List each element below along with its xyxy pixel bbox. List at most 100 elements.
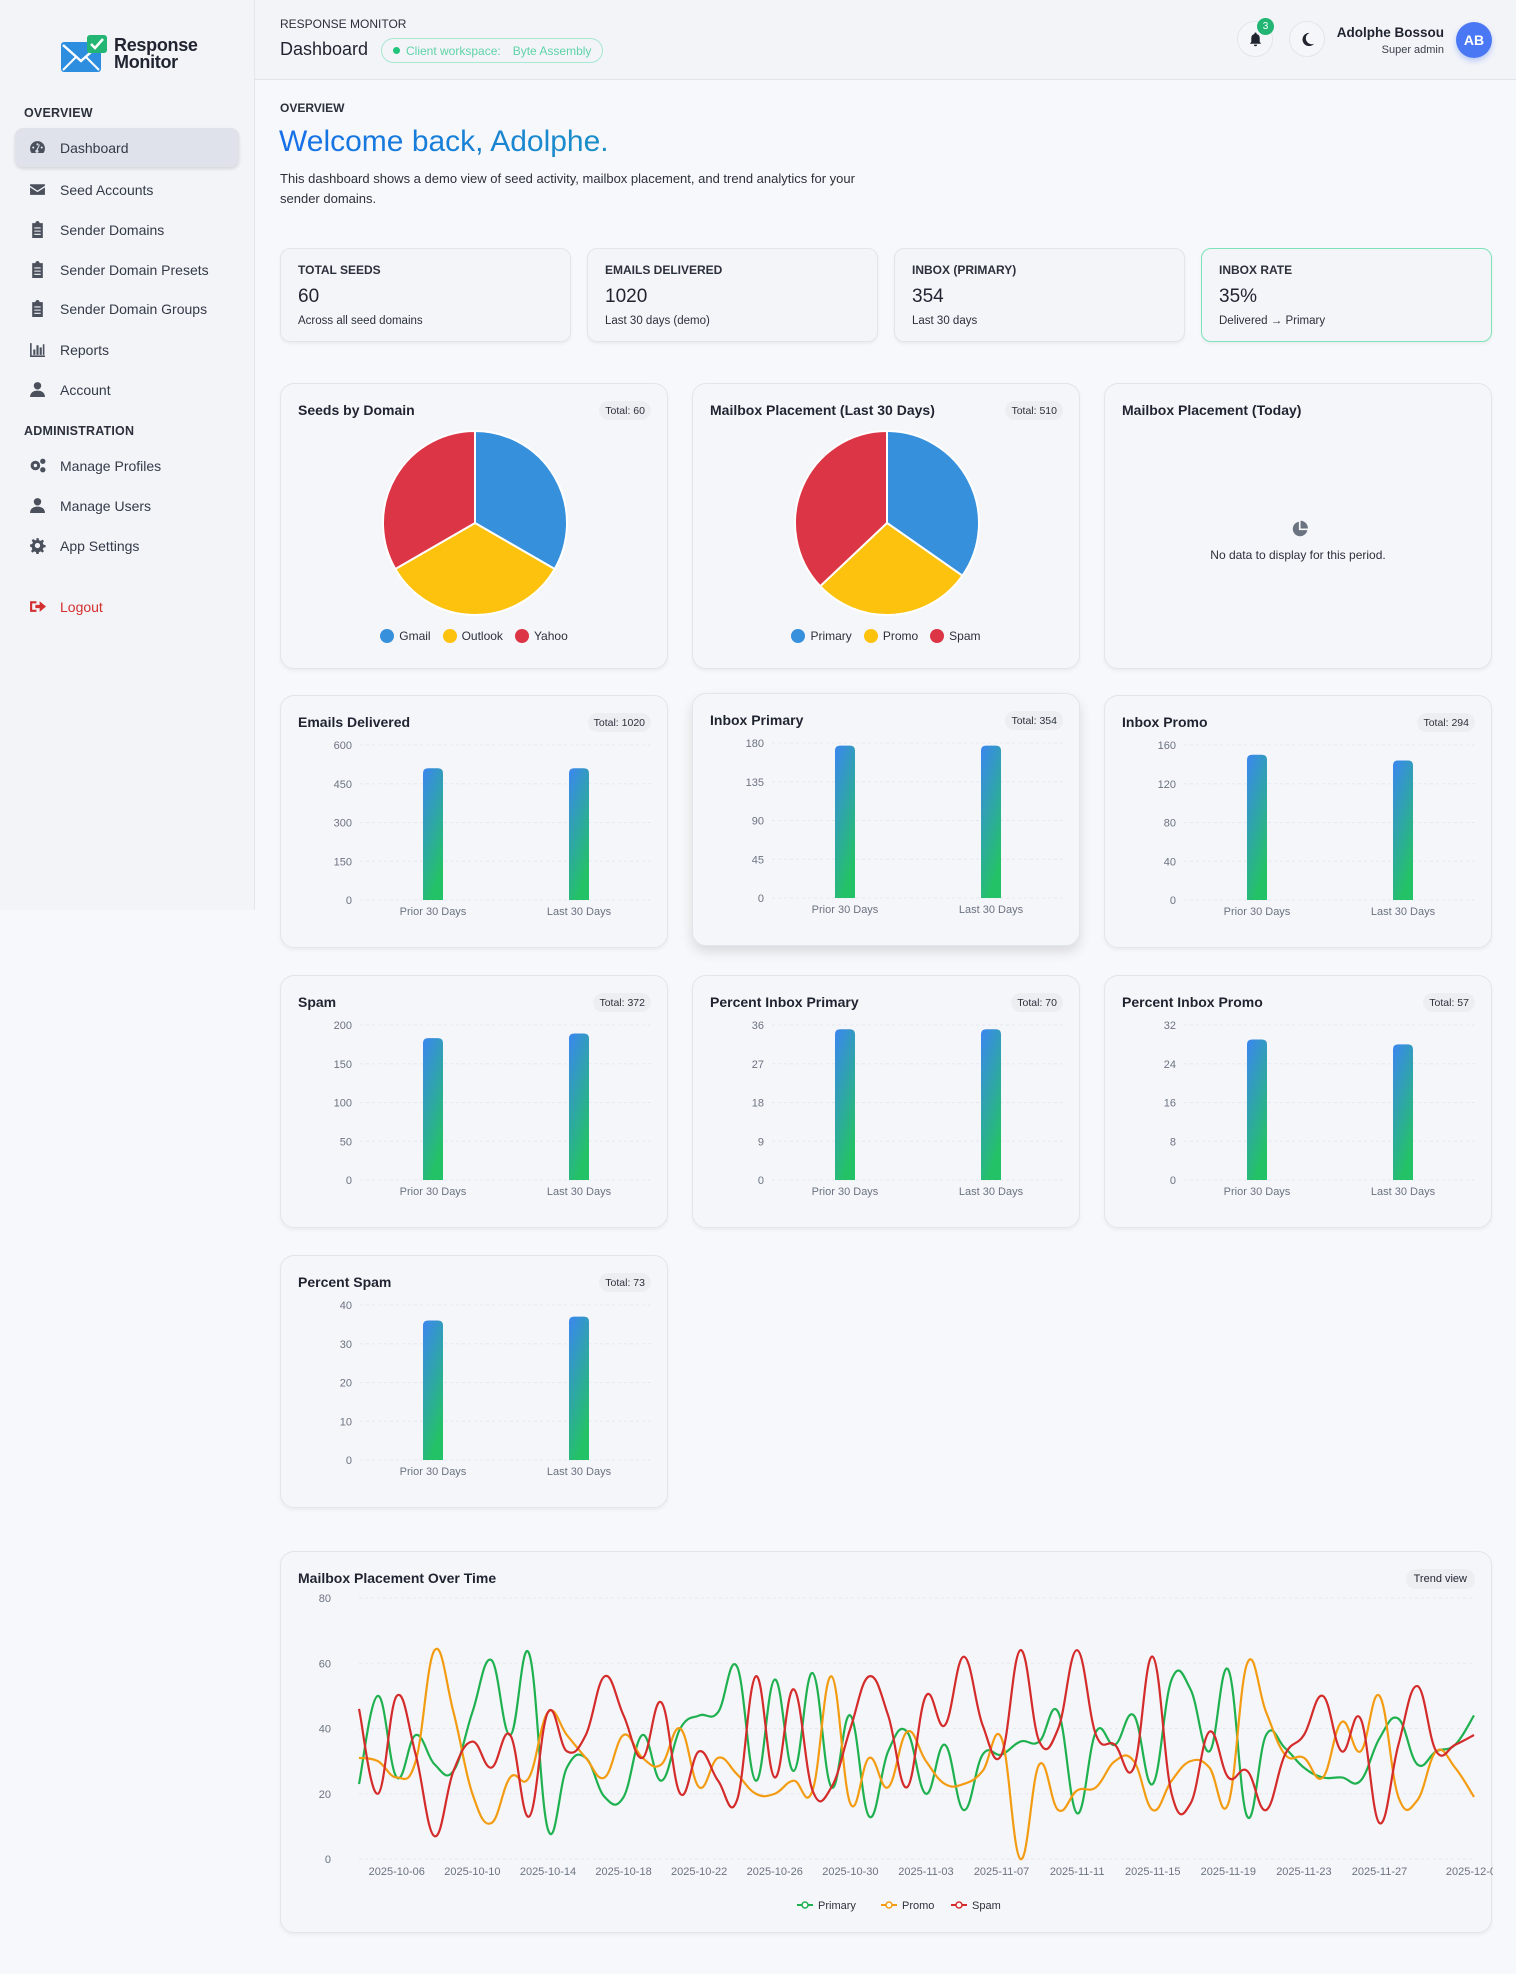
card-title: Inbox Promo: [1122, 714, 1208, 730]
bar-chart: 0 9 18 27 36 Prior 30 Days Last 30 Days: [752, 1020, 1064, 1198]
y-tick-label: 0: [346, 1455, 352, 1467]
legend-swatch: [442, 629, 457, 643]
y-tick-label: 120: [1158, 779, 1176, 791]
bar-last-30-days: [1393, 760, 1413, 900]
legend-label: Outlook: [461, 629, 503, 643]
chart-card-percent-spam: Percent Spam Total: 73 0 10 20 30 40 Prior 30 D…: [280, 1255, 668, 1508]
sidebar-item-app-settings[interactable]: App Settings: [15, 526, 239, 565]
x-tick-label: Prior 30 Days: [1224, 1186, 1291, 1198]
notifications-button[interactable]: 3: [1237, 18, 1274, 57]
stat-card-emails-delivered: EMAILS DELIVERED 1020 Last 30 days (demo…: [587, 248, 878, 342]
bar-prior-30-days: [423, 1038, 443, 1180]
user-icon: [30, 498, 45, 513]
legend-swatch: [380, 629, 395, 643]
logo[interactable]: Response Monitor: [60, 34, 198, 74]
sidebar-item-sender-domain-groups[interactable]: Sender Domain Groups: [15, 289, 239, 328]
sidebar-item-reports[interactable]: Reports: [15, 330, 239, 369]
stat-subtext: Delivered → Primary: [1219, 315, 1326, 327]
stat-card-inbox-primary: INBOX (PRIMARY) 354 Last 30 days: [894, 248, 1185, 342]
y-tick-label: 135: [746, 777, 764, 789]
x-tick-label: 2025-11-15: [1125, 1866, 1180, 1878]
logout-button[interactable]: Logout: [15, 587, 239, 626]
x-tick-label: 2025-11-27: [1352, 1866, 1407, 1878]
total-badge: Total: 294: [1417, 713, 1475, 732]
legend-label: Primary: [810, 629, 852, 643]
avatar[interactable]: AB: [1456, 22, 1492, 58]
x-tick-label: 2025-10-30: [822, 1866, 878, 1878]
sidebar-item-account[interactable]: Account: [15, 370, 239, 409]
sidebar-item-label: Sender Domains: [60, 221, 165, 238]
x-tick-label: Last 30 Days: [959, 1186, 1024, 1198]
workspace-badge[interactable]: Client workspace: Byte Assembly: [381, 38, 604, 63]
y-tick-label: 40: [319, 1724, 331, 1736]
card-title: Emails Delivered: [298, 714, 411, 730]
theme-toggle-button[interactable]: [1289, 21, 1325, 57]
logout-label: Logout: [60, 598, 103, 615]
stat-label: INBOX RATE: [1219, 263, 1293, 277]
no-data-message: No data to display for this period.: [1210, 548, 1386, 562]
total-badge: Total: 73: [599, 1273, 651, 1292]
x-tick-label: 2025-11-19: [1201, 1866, 1256, 1878]
sidebar-item-dashboard[interactable]: Dashboard: [15, 128, 239, 167]
y-tick-label: 0: [325, 1854, 331, 1866]
y-tick-label: 18: [752, 1098, 764, 1110]
x-tick-label: 2025-11-03: [898, 1866, 953, 1878]
sidebar-item-manage-profiles[interactable]: Manage Profiles: [15, 446, 239, 485]
y-tick-label: 24: [1164, 1059, 1176, 1071]
legend-item: Gmail: [380, 629, 431, 643]
stat-card-inbox-rate: INBOX RATE 35% Delivered → Primary: [1201, 248, 1492, 342]
sidebar-item-sender-domain-presets[interactable]: Sender Domain Presets: [15, 250, 239, 289]
x-tick-label: Last 30 Days: [547, 1186, 612, 1198]
y-tick-label: 40: [1164, 856, 1176, 868]
y-tick-label: 30: [340, 1339, 352, 1351]
legend-label: Spam: [972, 1900, 1001, 1912]
y-tick-label: 80: [319, 1593, 331, 1605]
sidebar-item-label: Sender Domain Presets: [60, 261, 209, 278]
chart-card-inbox-primary: Inbox Primary Total: 354 0 45 90 135 180 Prior …: [692, 693, 1080, 946]
pie-slice-spam: [794, 429, 888, 588]
bar-last-30-days: [569, 1033, 589, 1180]
legend-label: Promo: [902, 1900, 934, 1912]
card-title: Mailbox Placement (Last 30 Days): [710, 402, 935, 418]
x-tick-label: Prior 30 Days: [400, 1466, 467, 1478]
stat-value: 1020: [605, 286, 648, 307]
x-tick-label: 2025-10-26: [747, 1866, 803, 1878]
total-badge: Total: 1020: [587, 713, 651, 732]
sidebar-item-seed-accounts[interactable]: Seed Accounts: [15, 170, 239, 209]
y-tick-label: 200: [334, 1020, 352, 1032]
legend-item: Primary: [791, 629, 852, 643]
sidebar-item-label: Account: [60, 381, 111, 398]
pie-chart: [382, 429, 568, 616]
total-badge: Total: 70: [1011, 993, 1063, 1012]
y-tick-label: 450: [334, 779, 352, 791]
legend-label: Yahoo: [533, 629, 568, 643]
y-tick-label: 50: [340, 1136, 352, 1148]
bar-prior-30-days: [835, 1029, 855, 1180]
y-tick-label: 150: [334, 1059, 352, 1071]
x-tick-label: Prior 30 Days: [400, 906, 467, 918]
sidebar-item-manage-users[interactable]: Manage Users: [15, 486, 239, 525]
chart-card-placement-over-time: Mailbox Placement Over Time Trend view 0 20…: [280, 1551, 1493, 1933]
y-tick-label: 40: [340, 1300, 352, 1312]
y-tick-label: 300: [334, 818, 352, 830]
sidebar-item-sender-domains[interactable]: Sender Domains: [15, 210, 239, 249]
legend-label: Primary: [818, 1900, 856, 1912]
y-tick-label: 100: [334, 1098, 352, 1110]
app-name: RESPONSE MONITOR: [280, 17, 407, 31]
x-tick-label: Prior 30 Days: [812, 904, 879, 916]
workspace-name: Byte Assembly: [512, 43, 592, 58]
bar-last-30-days: [1393, 1044, 1413, 1180]
bar-chart: 0 45 90 135 180 Prior 30 Days Last 30 Days: [746, 738, 1064, 916]
sidebar-item-label: Seed Accounts: [60, 181, 154, 198]
series-line-spam: [357, 1649, 1475, 1838]
bar-prior-30-days: [835, 745, 855, 898]
sidebar-item-label: Sender Domain Groups: [60, 300, 208, 317]
y-tick-label: 27: [752, 1059, 764, 1071]
card-title: Mailbox Placement (Today): [1122, 402, 1302, 418]
x-tick-label: Prior 30 Days: [1224, 906, 1291, 918]
x-tick-label: Last 30 Days: [1371, 1186, 1436, 1198]
y-tick-label: 9: [758, 1136, 764, 1148]
card-title: Percent Inbox Primary: [710, 994, 859, 1010]
total-badge: Total: 57: [1423, 993, 1475, 1012]
y-tick-label: 80: [1164, 818, 1176, 830]
